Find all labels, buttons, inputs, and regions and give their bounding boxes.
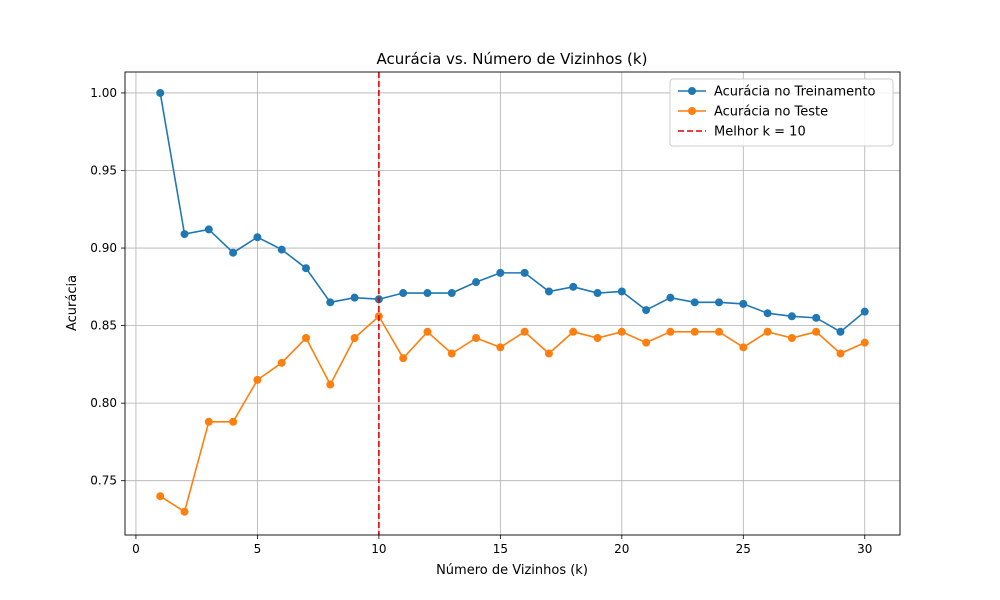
- y-tick-label-4: 0.95: [90, 163, 117, 177]
- series-1-point-16: [520, 327, 529, 336]
- y-tick-label-1: 0.80: [90, 396, 117, 410]
- series-1-point-3: [204, 417, 213, 426]
- y-axis-label: Acurácia: [65, 275, 80, 331]
- legend-label-1: Acurácia no Teste: [714, 105, 828, 120]
- x-axis-label: Número de Vizinhos (k): [436, 563, 588, 578]
- series-0-point-16: [520, 268, 529, 277]
- x-tick-label-1: 5: [254, 542, 262, 556]
- x-tick-label-5: 25: [736, 542, 751, 556]
- series-0-point-21: [642, 306, 651, 315]
- series-line-1: [159, 315, 866, 513]
- series-0-point-27: [787, 312, 796, 321]
- series-0-point-9: [350, 293, 359, 302]
- series-1-point-26: [763, 327, 772, 336]
- series-0-point-19: [593, 289, 602, 298]
- series-0-point-29: [836, 327, 845, 336]
- series-1-point-12: [423, 327, 432, 336]
- series-line-0: [159, 92, 866, 333]
- series-1-point-14: [472, 334, 481, 343]
- series-1-point-21: [642, 338, 651, 347]
- series-0-point-18: [569, 282, 578, 291]
- series-0-point-26: [763, 309, 772, 318]
- legend-box: [669, 78, 894, 147]
- plot-area: 0 5 10 15 20 25 30 0.75 0.80 0.85 0.90 0.95 1.00 Acur…: [90, 71, 901, 556]
- series-1-point-20: [617, 327, 626, 336]
- series-1-point-8: [326, 380, 335, 389]
- series-0-point-7: [301, 264, 310, 273]
- series-0-point-23: [690, 298, 699, 307]
- legend-label-2: Melhor k = 10: [714, 125, 806, 140]
- series-0-point-2: [180, 230, 189, 239]
- series-1-point-25: [739, 343, 748, 352]
- legend-marker-1: [688, 107, 696, 115]
- series-1-point-17: [544, 349, 553, 358]
- legend-marker-0: [688, 87, 696, 95]
- x-tick-label-6: 30: [857, 542, 872, 556]
- series-1-point-28: [812, 327, 821, 336]
- series-0-point-30: [860, 307, 869, 316]
- series-0-point-12: [423, 289, 432, 298]
- legend: Acurácia no Treinamento Acurácia no Teste…: [669, 78, 894, 147]
- series-1-point-2: [180, 507, 189, 516]
- series-1-point-11: [399, 354, 408, 363]
- series-1-point-30: [860, 338, 869, 347]
- series-0-point-1: [156, 88, 165, 97]
- x-tick-label-2: 10: [371, 542, 386, 556]
- series-1-point-15: [496, 343, 505, 352]
- series-1-point-24: [715, 327, 724, 336]
- x-tick-label-0: 0: [132, 542, 140, 556]
- legend-label-0: Acurácia no Treinamento: [714, 85, 875, 100]
- series-1-point-13: [447, 349, 456, 358]
- series-0-point-15: [496, 268, 505, 277]
- series-0-point-5: [253, 233, 262, 242]
- series-1-point-5: [253, 375, 262, 384]
- series-0-point-28: [812, 313, 821, 322]
- series-1-point-19: [593, 334, 602, 343]
- series-0-point-14: [472, 278, 481, 287]
- series-0-point-11: [399, 289, 408, 298]
- series-0-point-25: [739, 299, 748, 308]
- series-0-point-20: [617, 287, 626, 296]
- series-0-point-17: [544, 287, 553, 296]
- series-1-point-6: [277, 358, 286, 367]
- series-1-point-18: [569, 327, 578, 336]
- series-0-point-3: [204, 225, 213, 234]
- x-tick-label-3: 15: [493, 542, 508, 556]
- y-tick-label-0: 0.75: [90, 474, 117, 488]
- series-0-point-6: [277, 245, 286, 254]
- axes-frame: [124, 71, 901, 536]
- y-tick-label-3: 0.90: [90, 241, 117, 255]
- series-1-point-4: [229, 417, 238, 426]
- series-0-point-22: [666, 293, 675, 302]
- series-1-point-1: [156, 492, 165, 501]
- series-1-point-23: [690, 327, 699, 336]
- series-1-point-7: [301, 334, 310, 343]
- series-0-point-13: [447, 289, 456, 298]
- series-1-point-27: [787, 334, 796, 343]
- series-0-point-4: [229, 248, 238, 257]
- y-tick-label-2: 0.85: [90, 319, 117, 333]
- series-1-point-9: [350, 334, 359, 343]
- x-tick-label-4: 20: [614, 542, 629, 556]
- series-0-point-8: [326, 298, 335, 307]
- series-1-point-22: [666, 327, 675, 336]
- chart-title: Acurácia vs. Número de Vizinhos (k): [377, 50, 648, 68]
- y-tick-label-5: 1.00: [90, 86, 117, 100]
- series-1-point-29: [836, 349, 845, 358]
- series-0-point-24: [715, 298, 724, 307]
